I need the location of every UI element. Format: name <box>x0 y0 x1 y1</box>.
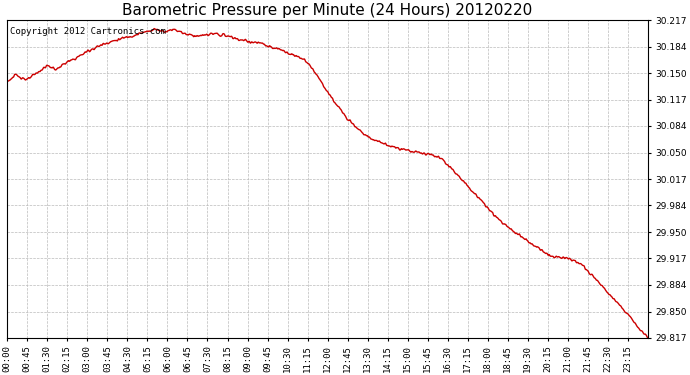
Title: Barometric Pressure per Minute (24 Hours) 20120220: Barometric Pressure per Minute (24 Hours… <box>123 3 533 18</box>
Text: Copyright 2012 Cartronics.com: Copyright 2012 Cartronics.com <box>10 27 166 36</box>
